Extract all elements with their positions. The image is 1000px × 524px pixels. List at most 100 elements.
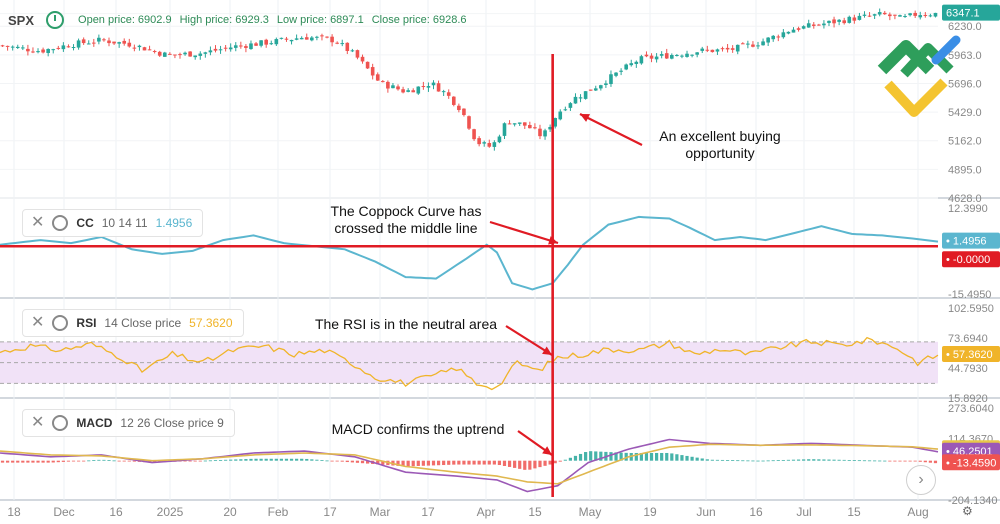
macd-histogram-bar [350,460,354,463]
candle-body [568,103,573,108]
cc-line [0,215,939,291]
macd-histogram-bar [127,460,131,462]
candle-body [304,37,309,40]
macd-histogram-bar [832,459,836,461]
rsi-value-label: • 57.3620 [946,349,993,361]
candle-body [877,12,882,15]
x-tick-label: Feb [268,505,289,519]
macd-histogram-bar [426,460,431,466]
macd-histogram-bar [198,460,202,462]
candle-body [355,50,360,58]
candle-body [472,129,476,140]
close-icon[interactable]: ✕ [31,414,45,431]
candle-body [507,123,512,125]
macd-histogram-bar [487,460,491,465]
candle-body [61,45,66,50]
macd-histogram-bar [725,460,730,461]
candle-body [188,51,192,57]
close-icon[interactable]: ✕ [31,314,45,331]
candle-body [893,14,897,16]
macd-histogram-bar [61,460,65,462]
candle-body [168,53,172,55]
candle-body [178,54,182,56]
macd-histogram-bar [279,458,283,461]
macd-tick-label: 273.6040 [948,403,994,415]
macd-histogram-bar [365,460,370,464]
candle-body [933,12,938,17]
cc-value-label: • 1.4956 [946,236,987,248]
macd-histogram-bar [675,454,679,461]
settings-icon[interactable]: ⚙ [962,504,973,518]
candle-body [239,45,243,47]
macd-params: 12 26 Close price 9 [120,416,224,430]
macd-histogram-bar [269,458,273,461]
gear-icon[interactable] [52,215,69,231]
clock-icon[interactable] [46,11,65,29]
symbol-header: SPX Open price: 6902.9 High price: 6929.… [8,8,467,32]
gear-icon[interactable] [52,315,69,331]
candle-body [578,97,583,99]
candle-body [436,83,441,92]
candle-body [522,122,527,126]
macd-histogram-bar [837,459,841,461]
brand-logo [877,35,961,117]
macd-histogram-bar [786,459,791,461]
macd-histogram-bar [847,460,851,461]
candle-body [811,24,816,26]
annotation-cc-line2: crossed the middle line [334,220,477,236]
macd-histogram-bar [599,451,603,461]
x-tick-label: 20 [223,505,237,519]
candle-body [102,39,106,41]
price-tick-label: 6230.0 [948,21,982,33]
candle-body [330,36,334,43]
candle-body [685,53,689,57]
rsi-line [0,336,939,391]
macd-histogram-bar [112,460,116,462]
close-icon[interactable]: ✕ [31,214,45,231]
candle-body [157,51,162,56]
macd-histogram-bar [649,452,654,461]
candle-body [543,130,547,137]
gear-icon[interactable] [52,415,69,431]
macd-histogram-bar [457,460,461,465]
macd-histogram-bar [594,451,598,461]
candle-body [492,142,497,147]
candle-body [41,49,45,53]
rsi-tick-label: 15.8920 [948,393,988,405]
macd-histogram-bar [898,460,902,462]
macd-histogram-bar [335,460,339,462]
candle-body [664,53,669,59]
candle-body [781,32,786,38]
candle-body [624,64,628,70]
macd-histogram-bar [888,460,892,462]
x-tick-label: Jun [696,505,715,519]
macd-histogram-bar [254,458,258,461]
candle-body [720,48,725,50]
candle-body [801,26,806,29]
candle-body [208,50,213,53]
candle-body [740,43,745,45]
candle-body [644,54,649,57]
macd-histogram-bar [46,460,50,463]
candle-body [218,49,223,51]
macd-histogram-bar [239,459,243,461]
macd-histogram-bar [442,460,446,466]
macd-histogram-bar [51,460,55,463]
scroll-right-button[interactable]: › [906,465,936,495]
annotation-rsi: The RSI is in the neutral area [315,316,497,332]
symbol-name: SPX [8,12,35,28]
macd-histogram-bar [573,455,578,461]
candle-body [127,42,132,47]
candle-body [928,15,933,17]
candle-body [715,49,720,52]
candle-body [629,63,634,66]
x-tick-label: Dec [53,505,74,519]
macd-histogram-bar [244,459,248,461]
cc-value: 1.4956 [155,216,193,230]
rsi-tick-label: 73.6940 [948,333,988,345]
candle-body [117,42,121,44]
rsi-params: 14 Close price [104,316,182,330]
cc-tick-label: 12.3990 [948,203,988,215]
macd-histogram-bar [41,460,45,463]
